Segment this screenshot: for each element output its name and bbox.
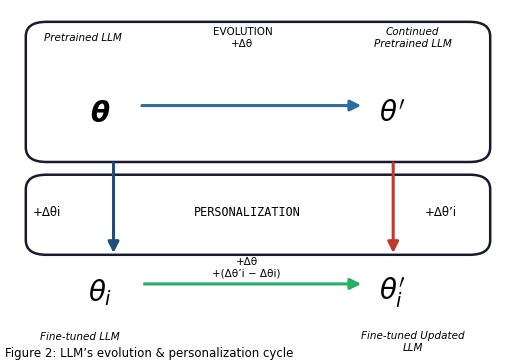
FancyBboxPatch shape (26, 175, 490, 255)
Text: +Δθi: +Δθi (33, 206, 60, 219)
Text: $\boldsymbol{\theta_i}$: $\boldsymbol{\theta_i}$ (88, 278, 113, 308)
Text: $\boldsymbol{\theta'}$: $\boldsymbol{\theta'}$ (379, 101, 405, 128)
Text: Fine-tuned Updated
LLM: Fine-tuned Updated LLM (361, 331, 464, 353)
Text: +Δθ’i: +Δθ’i (425, 206, 457, 219)
Text: Continued
Pretrained LLM: Continued Pretrained LLM (374, 27, 452, 49)
Text: $\boldsymbol{\theta}$: $\boldsymbol{\theta}$ (90, 101, 111, 128)
Text: Figure 2: LLM’s evolution & personalization cycle: Figure 2: LLM’s evolution & personalizat… (5, 347, 294, 360)
Text: $\boldsymbol{\theta_i'}$: $\boldsymbol{\theta_i'}$ (379, 276, 405, 310)
Text: EVOLUTION
+Δθ: EVOLUTION +Δθ (213, 27, 272, 49)
Text: Pretrained LLM: Pretrained LLM (44, 33, 122, 43)
Text: Fine-tuned LLM: Fine-tuned LLM (40, 332, 120, 342)
Text: PERSONALIZATION: PERSONALIZATION (194, 206, 301, 219)
FancyBboxPatch shape (26, 22, 490, 162)
Text: +Δθ
+(Δθ’i − Δθi): +Δθ +(Δθ’i − Δθi) (213, 257, 281, 278)
